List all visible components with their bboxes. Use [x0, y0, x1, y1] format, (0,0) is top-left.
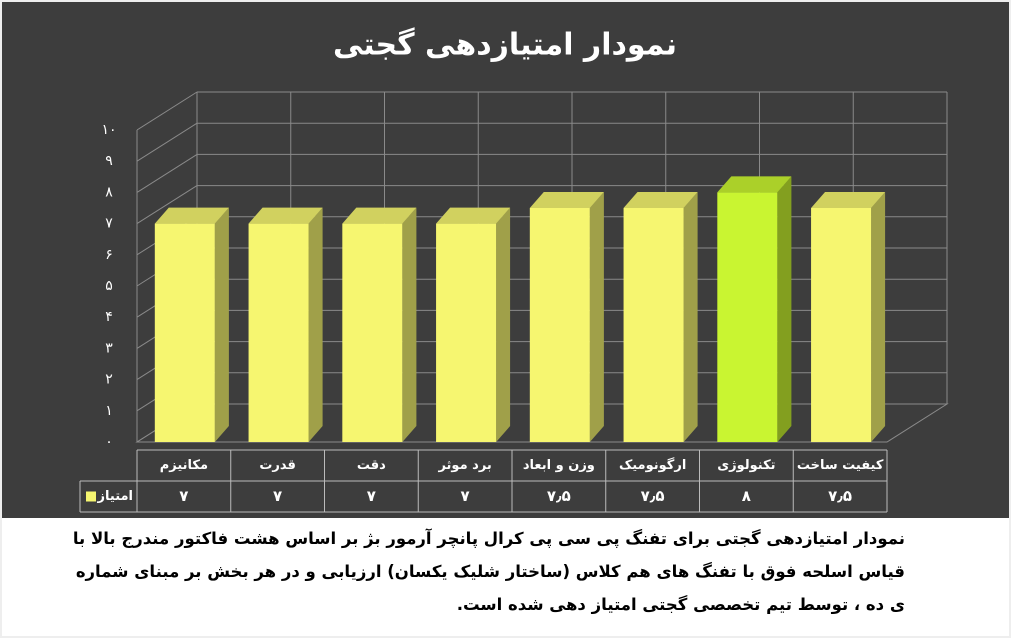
grid-line — [136, 91, 198, 131]
bar — [248, 223, 309, 442]
y-tick-label: ۲ — [105, 372, 113, 388]
legend-marker — [86, 491, 96, 502]
chart: نمودار امتیازدهی گجتی ۰ ۱ ۲ ۳ ۴ ۵ ۶ ۷ ۸ ۹ ۱۰ مکانیز… — [79, 27, 949, 513]
y-tick-label: ۹ — [105, 153, 113, 169]
bar-top-shade — [342, 207, 417, 224]
bar-top-shade — [436, 207, 511, 224]
y-tick-label: ۴ — [105, 309, 113, 325]
bar-side — [777, 176, 792, 442]
value-label: ۷٫۵ — [641, 487, 665, 505]
bar-top-shade — [248, 207, 323, 224]
bar-side-shade — [589, 192, 604, 442]
y-tick-label: ۶ — [105, 247, 113, 263]
x-tick-label: کیفیت ساخت — [797, 458, 884, 473]
bar-top — [248, 207, 323, 224]
grid-line — [136, 153, 198, 193]
bar-side-shade — [308, 207, 323, 442]
bar-side — [496, 207, 511, 442]
bar — [529, 208, 590, 442]
y-tick-label: ۳ — [105, 340, 113, 356]
chart-title: نمودار امتیازدهی گجتی — [333, 27, 677, 63]
x-tick-label: وزن و ابعاد — [523, 458, 595, 473]
y-tick-label: ۷ — [105, 216, 113, 232]
bar-side — [214, 207, 229, 442]
bar-side-shade — [871, 192, 886, 442]
bar — [154, 223, 215, 442]
y-tick-label: ۸ — [105, 184, 113, 200]
bar-top-shade — [623, 192, 698, 208]
x-tick-label: قدرت — [259, 458, 296, 473]
x-tick-label: مکانیزم — [160, 458, 208, 473]
bar — [623, 208, 684, 442]
bar-top — [623, 192, 698, 208]
y-tick-label: ۱۰ — [101, 122, 116, 138]
bar-side — [683, 192, 698, 442]
bar-top — [154, 207, 229, 224]
legend-label: امتیاز — [97, 489, 133, 504]
bar-side-shade — [214, 207, 229, 442]
bar — [717, 192, 778, 442]
y-tick-label: ۵ — [105, 278, 113, 294]
value-label: ۷ — [461, 487, 470, 505]
y-tick-label: ۰ — [105, 434, 113, 450]
x-tick-label: برد موثر — [437, 458, 491, 473]
bar-side — [402, 207, 417, 442]
bar-top-shade — [529, 192, 604, 208]
bar — [342, 223, 403, 442]
bar-side-shade — [496, 207, 511, 442]
x-tick-label: ارگونومیک — [619, 457, 686, 473]
y-tick-label: ۱ — [105, 403, 113, 419]
bar-top — [811, 192, 886, 208]
grid-line — [136, 185, 198, 225]
bar-side — [871, 192, 886, 442]
bar-top — [529, 192, 604, 208]
value-label: ۸ — [742, 487, 751, 505]
bar-top — [436, 207, 511, 224]
value-label: ۷ — [179, 487, 188, 505]
value-label: ۷ — [273, 487, 282, 505]
caption: نمودار امتیازدهی گجتی برای تفنگ پی سی پی… — [2, 518, 1009, 636]
bar — [436, 223, 497, 442]
value-label: ۷٫۵ — [547, 487, 571, 505]
bar-side-shade — [402, 207, 417, 442]
bar-top-shade — [154, 207, 229, 224]
value-label: ۷ — [367, 487, 376, 505]
x-tick-label: تکنولوژی — [717, 458, 775, 473]
value-label: ۷٫۵ — [828, 487, 852, 505]
bar-side — [589, 192, 604, 442]
bar-top-shade — [811, 192, 886, 208]
x-tick-label: دقت — [357, 458, 386, 473]
bar-side-shade — [777, 176, 792, 442]
bar-top-shade — [717, 176, 792, 193]
bar-side — [308, 207, 323, 442]
grid-line — [136, 122, 198, 162]
bar-top — [717, 176, 792, 193]
bar-side-shade — [683, 192, 698, 442]
bar — [811, 208, 872, 442]
bar-top — [342, 207, 417, 224]
